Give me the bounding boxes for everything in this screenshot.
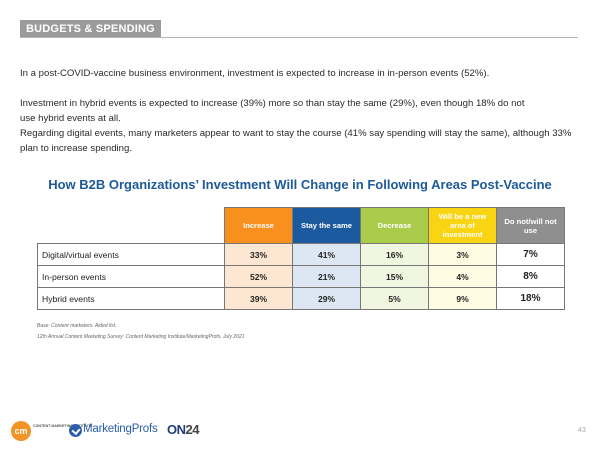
chart-title: How B2B Organizations’ Investment Will C… bbox=[48, 177, 552, 192]
section-divider bbox=[20, 37, 578, 38]
page-number: 43 bbox=[578, 427, 586, 434]
on24-logo: ON24 bbox=[167, 422, 199, 437]
cell-value: 18% bbox=[496, 287, 565, 310]
cell-value: 4% bbox=[428, 265, 497, 288]
paragraph-in-person: In a post-COVID-vaccine business environ… bbox=[20, 68, 490, 79]
marketingprofs-logo-icon bbox=[69, 424, 82, 437]
footnote-source: 12th Annual Content Marketing Survey: Co… bbox=[37, 334, 245, 340]
table-row: Hybrid events 39% 29% 5% 9% 18% bbox=[37, 287, 565, 310]
cell-value: 8% bbox=[496, 265, 565, 288]
table-header-row: Increase Stay the same Decrease Will be … bbox=[38, 207, 565, 244]
investment-table: Increase Stay the same Decrease Will be … bbox=[37, 207, 565, 310]
cell-value: 41% bbox=[292, 243, 361, 266]
cell-value: 39% bbox=[224, 287, 293, 310]
cell-value: 5% bbox=[360, 287, 429, 310]
cell-value: 21% bbox=[292, 265, 361, 288]
on24-logo-24: 24 bbox=[185, 422, 200, 437]
header-do-not-use: Do not/will not use bbox=[496, 207, 565, 244]
cell-value: 29% bbox=[292, 287, 361, 310]
footnote-base: Base: Content marketers. Aided list. bbox=[37, 323, 117, 329]
on24-logo-on: ON bbox=[167, 422, 186, 437]
paragraph-digital: Regarding digital events, many marketers… bbox=[20, 128, 572, 154]
cell-value: 3% bbox=[428, 243, 497, 266]
cmi-logo-icon: cm bbox=[11, 421, 31, 441]
cell-value: 16% bbox=[360, 243, 429, 266]
paragraph-hybrid: Investment in hybrid events is expected … bbox=[20, 98, 525, 124]
cell-value: 52% bbox=[224, 265, 293, 288]
row-label: In-person events bbox=[37, 265, 225, 288]
cmi-logo-text: CONTENT MARKETING INSTITUTE bbox=[33, 424, 93, 428]
cell-value: 7% bbox=[496, 243, 565, 266]
header-decrease: Decrease bbox=[360, 207, 429, 244]
section-tag: BUDGETS & SPENDING bbox=[20, 20, 161, 38]
cell-value: 33% bbox=[224, 243, 293, 266]
row-label: Digital/virtual events bbox=[37, 243, 225, 266]
header-stay-the-same: Stay the same bbox=[292, 207, 361, 244]
row-label: Hybrid events bbox=[37, 287, 225, 310]
header-increase: Increase bbox=[224, 207, 293, 244]
header-new-area: Will be a new area of investment bbox=[428, 207, 497, 244]
cell-value: 9% bbox=[428, 287, 497, 310]
marketingprofs-logo: MarketingProfs bbox=[83, 423, 158, 435]
cell-value: 15% bbox=[360, 265, 429, 288]
table-row: Digital/virtual events 33% 41% 16% 3% 7% bbox=[37, 243, 565, 266]
header-blank bbox=[38, 208, 225, 244]
table-row: In-person events 52% 21% 15% 4% 8% bbox=[37, 265, 565, 288]
